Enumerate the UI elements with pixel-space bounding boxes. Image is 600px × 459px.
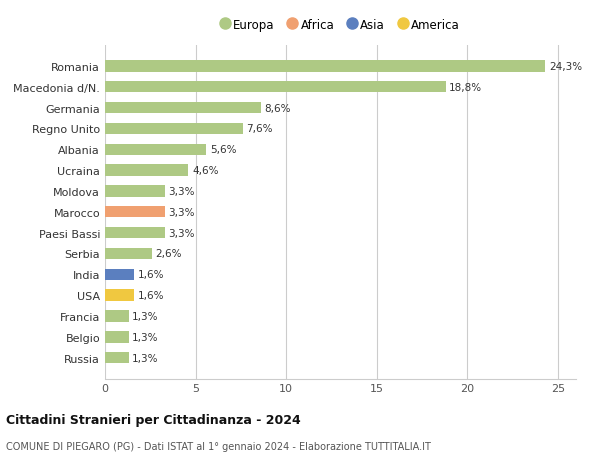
Text: 1,3%: 1,3% — [132, 311, 158, 321]
Bar — [105, 61, 545, 73]
Bar — [105, 207, 165, 218]
Text: Cittadini Stranieri per Cittadinanza - 2024: Cittadini Stranieri per Cittadinanza - 2… — [6, 413, 301, 426]
Bar — [105, 311, 128, 322]
Bar — [105, 186, 165, 197]
Bar — [105, 331, 128, 343]
Bar — [105, 352, 128, 364]
Text: 8,6%: 8,6% — [265, 103, 291, 113]
Bar — [105, 144, 206, 156]
Text: 5,6%: 5,6% — [210, 145, 236, 155]
Bar — [105, 227, 165, 239]
Bar — [105, 290, 134, 301]
Text: 4,6%: 4,6% — [192, 166, 218, 176]
Text: 24,3%: 24,3% — [549, 62, 582, 72]
Text: 2,6%: 2,6% — [156, 249, 182, 259]
Text: 1,6%: 1,6% — [137, 270, 164, 280]
Text: 3,3%: 3,3% — [169, 186, 195, 196]
Bar — [105, 82, 446, 93]
Bar — [105, 103, 261, 114]
Text: 3,3%: 3,3% — [169, 207, 195, 217]
Text: 1,3%: 1,3% — [132, 353, 158, 363]
Text: COMUNE DI PIEGARO (PG) - Dati ISTAT al 1° gennaio 2024 - Elaborazione TUTTITALIA: COMUNE DI PIEGARO (PG) - Dati ISTAT al 1… — [6, 441, 431, 451]
Bar — [105, 123, 242, 135]
Bar — [105, 165, 188, 176]
Legend: Europa, Africa, Asia, America: Europa, Africa, Asia, America — [221, 18, 460, 32]
Text: 18,8%: 18,8% — [449, 83, 482, 93]
Bar — [105, 248, 152, 260]
Text: 1,6%: 1,6% — [137, 291, 164, 301]
Text: 1,3%: 1,3% — [132, 332, 158, 342]
Text: 7,6%: 7,6% — [247, 124, 273, 134]
Text: 3,3%: 3,3% — [169, 228, 195, 238]
Bar — [105, 269, 134, 280]
